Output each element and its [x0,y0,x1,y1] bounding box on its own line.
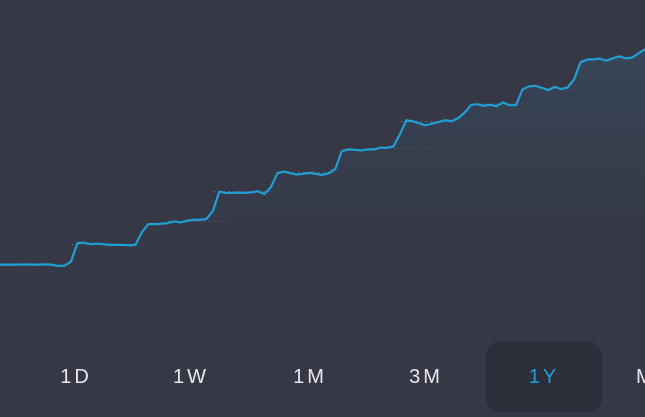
range-button-1w[interactable]: 1W [151,342,231,412]
range-button-1d[interactable]: 1D [36,342,116,412]
price-line [0,48,645,268]
range-button-1y[interactable]: 1Y [486,342,602,412]
price-chart[interactable] [0,0,645,335]
price-chart-svg [0,48,645,335]
range-button-3m[interactable]: 3M [386,342,466,412]
range-button-1m[interactable]: 1M [270,342,350,412]
range-button-max[interactable]: M [636,342,645,412]
price-area-fill [0,49,645,335]
time-range-selector: 1D 1W 1M 3M 1Y M [0,342,645,412]
